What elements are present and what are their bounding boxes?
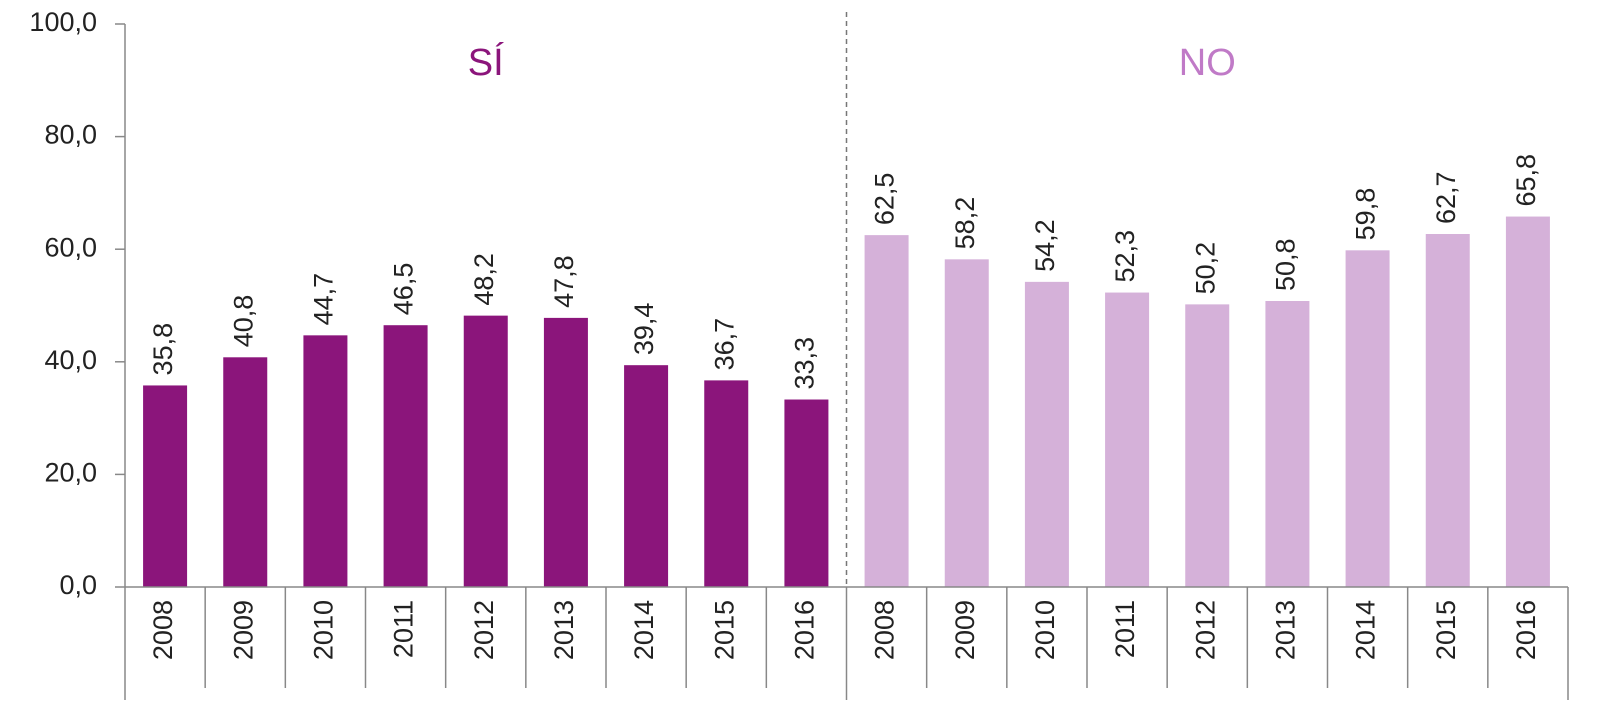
bar (944, 259, 989, 587)
value-label: 35,8 (148, 323, 178, 376)
x-tick-label: 2015 (709, 600, 739, 660)
x-tick-label: 2010 (1030, 600, 1060, 660)
bar (543, 317, 588, 587)
bar (1185, 304, 1230, 587)
value-label: 36,7 (709, 318, 739, 371)
bar (383, 325, 428, 587)
x-tick-label: 2010 (309, 600, 339, 660)
group-label: NO (1179, 42, 1236, 84)
x-tick-label: 2012 (469, 600, 499, 660)
value-label: 50,8 (1271, 238, 1301, 291)
x-tick-label: 2015 (1431, 600, 1461, 660)
y-tick-label: 60,0 (44, 232, 97, 262)
x-tick-label: 2009 (950, 600, 980, 660)
value-label: 48,2 (469, 253, 499, 306)
value-label: 59,8 (1351, 188, 1381, 241)
bar (704, 380, 749, 587)
bar (463, 315, 508, 587)
value-label: 50,2 (1190, 242, 1220, 295)
value-label: 39,4 (629, 303, 659, 356)
value-label: 40,8 (228, 295, 258, 348)
bar (1105, 292, 1150, 587)
x-tick-label: 2008 (148, 600, 178, 660)
bar (143, 385, 188, 587)
y-tick-label: 100,0 (29, 7, 97, 37)
bar (1345, 250, 1390, 588)
group-label: SÍ (468, 41, 504, 84)
bar (1505, 216, 1550, 587)
y-tick-label: 40,0 (44, 345, 97, 375)
bar (784, 399, 829, 587)
y-tick-label: 80,0 (44, 120, 97, 150)
x-tick-label: 2009 (228, 600, 258, 660)
bar (223, 357, 268, 587)
value-label: 47,8 (549, 255, 579, 308)
value-label: 46,5 (389, 263, 419, 316)
value-label: 62,7 (1431, 171, 1461, 224)
value-label: 65,8 (1511, 154, 1541, 207)
value-label: 58,2 (950, 197, 980, 250)
value-label: 44,7 (309, 273, 339, 326)
value-label: 52,3 (1110, 230, 1140, 283)
value-label: 54,2 (1030, 219, 1060, 272)
bar (303, 335, 348, 587)
bar (1024, 281, 1069, 587)
x-tick-label: 2013 (1271, 600, 1301, 660)
x-tick-label: 2013 (549, 600, 579, 660)
bar (1425, 233, 1470, 587)
x-tick-label: 2014 (629, 600, 659, 660)
y-tick-label: 20,0 (44, 458, 97, 488)
x-tick-label: 2012 (1190, 600, 1220, 660)
x-tick-label: 2011 (389, 600, 419, 658)
y-tick-label: 0,0 (59, 570, 97, 600)
x-tick-label: 2016 (1511, 600, 1541, 660)
x-tick-label: 2008 (870, 600, 900, 660)
bar (624, 365, 669, 587)
bar (864, 235, 909, 587)
x-tick-label: 2016 (790, 600, 820, 660)
x-tick-label: 2011 (1110, 600, 1140, 658)
bar (1265, 300, 1310, 587)
value-label: 62,5 (870, 173, 900, 226)
x-tick-label: 2014 (1351, 600, 1381, 660)
value-label: 33,3 (790, 337, 820, 390)
